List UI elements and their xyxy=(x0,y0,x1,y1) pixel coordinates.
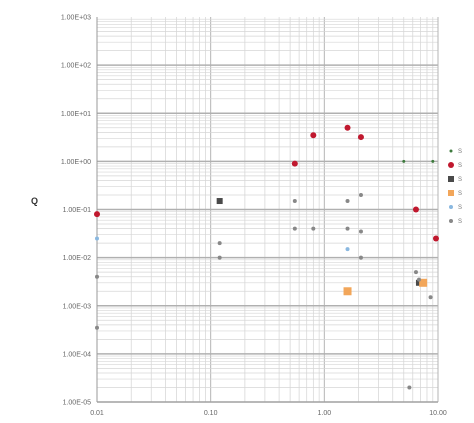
axes xyxy=(96,17,438,403)
data-point xyxy=(415,279,422,286)
data-point xyxy=(431,159,435,163)
y-tick-label: 1.00E-02 xyxy=(63,255,92,262)
data-point xyxy=(343,287,352,296)
data-point xyxy=(419,278,428,287)
legend-label: S xyxy=(458,219,462,225)
data-point xyxy=(413,270,418,275)
y-tick-label: 1.00E-01 xyxy=(63,207,92,214)
y-tick-label: 1.00E-05 xyxy=(63,400,92,407)
data-point xyxy=(291,160,298,167)
data-point xyxy=(358,229,363,234)
legend-label: S xyxy=(458,205,462,211)
data-point xyxy=(95,236,99,241)
y-tick-label: 1.00E+01 xyxy=(61,111,91,118)
x-tick-label: 0.10 xyxy=(204,410,218,417)
data-point xyxy=(412,206,419,213)
data-point xyxy=(95,325,99,330)
legend-marker xyxy=(448,176,454,182)
data-point xyxy=(345,226,350,231)
grid-lines xyxy=(96,17,439,403)
data-point xyxy=(95,274,99,279)
y-tick-label: 1.00E+02 xyxy=(61,63,91,70)
x-tick-label: 10.00 xyxy=(429,410,447,417)
y-axis-label: Q xyxy=(31,196,38,206)
data-point xyxy=(428,295,433,300)
y-tick-label: 1.00E-04 xyxy=(63,351,92,358)
x-tick-label: 0.01 xyxy=(90,410,104,417)
legend-label: S xyxy=(458,177,462,183)
legend-marker xyxy=(449,149,453,153)
x-tick-labels: 0.01 0.10 1.00 10.00 xyxy=(90,410,447,417)
data-point xyxy=(292,199,297,204)
legend-label: S xyxy=(458,191,462,197)
data-point xyxy=(216,198,223,205)
data-point xyxy=(416,277,421,282)
data-point xyxy=(345,199,350,204)
data-point xyxy=(358,255,363,260)
data-point xyxy=(217,241,222,246)
legend-marker xyxy=(448,162,454,168)
legend-marker xyxy=(449,219,453,223)
legend-marker xyxy=(449,205,453,209)
legend-marker xyxy=(448,190,454,196)
data-point xyxy=(407,385,412,390)
data-point xyxy=(357,134,364,141)
data-points xyxy=(94,124,439,390)
y-tick-label: 1.00E+00 xyxy=(61,159,91,166)
y-tick-label: 1.00E+03 xyxy=(61,15,91,22)
data-point xyxy=(311,226,316,231)
y-tick-labels: 1.00E-05 1.00E-04 1.00E-03 1.00E-02 1.00E-01… xyxy=(61,15,91,407)
legend: S S S S S S xyxy=(448,149,462,225)
data-point xyxy=(402,159,406,163)
x-tick-label: 1.00 xyxy=(318,410,332,417)
legend-label: S xyxy=(458,163,462,169)
legend-label: S xyxy=(458,149,462,155)
data-point xyxy=(358,193,363,198)
data-point xyxy=(345,247,350,252)
data-point xyxy=(217,255,222,260)
data-point xyxy=(94,211,100,218)
data-point xyxy=(432,235,439,242)
data-point xyxy=(292,226,297,231)
y-tick-label: 1.00E-03 xyxy=(63,303,92,310)
data-point xyxy=(310,132,317,139)
data-point xyxy=(344,124,351,131)
